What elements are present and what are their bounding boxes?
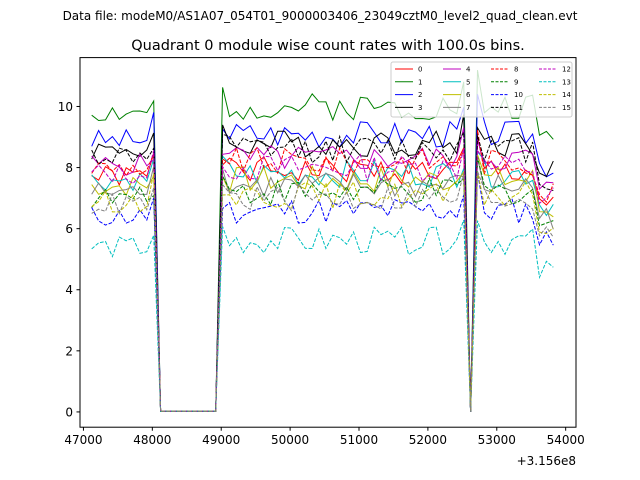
x-tick-label: 54000 xyxy=(547,433,585,447)
legend-label-15: 15 xyxy=(562,104,571,112)
legend-box xyxy=(390,61,573,118)
legend-label-9: 9 xyxy=(514,78,518,86)
legend-label-14: 14 xyxy=(562,91,571,99)
legend-label-0: 0 xyxy=(418,66,422,74)
series-line-13 xyxy=(91,219,554,412)
chart-title: Quadrant 0 module wise count rates with … xyxy=(131,38,525,54)
series-line-8 xyxy=(91,129,554,412)
series-line-14 xyxy=(91,170,554,412)
y-axis: 0 2 4 6 8 10 xyxy=(58,100,80,419)
legend-label-11: 11 xyxy=(514,104,523,112)
x-tick-label: 51000 xyxy=(340,433,378,447)
axes-frame xyxy=(79,57,577,428)
y-tick-label: 0 xyxy=(65,405,73,419)
series-line-2 xyxy=(91,94,554,412)
x-tick-label: 49000 xyxy=(202,433,240,447)
legend-label-10: 10 xyxy=(514,91,523,99)
x-tick-label: 53000 xyxy=(478,433,516,447)
legend-label-3: 3 xyxy=(418,104,422,112)
legend-label-4: 4 xyxy=(466,66,471,74)
series-line-10 xyxy=(91,172,554,412)
x-axis: 47000 48000 49000 50000 51000 52000 53000 54000 xyxy=(64,427,585,447)
legend-label-7: 7 xyxy=(466,104,470,112)
x-offset-label: +3.156e8 xyxy=(517,454,576,468)
plot-area xyxy=(91,70,554,412)
legend-label-13: 13 xyxy=(562,78,571,86)
x-tick-label: 48000 xyxy=(133,433,171,447)
x-tick-label: 50000 xyxy=(271,433,309,447)
series-line-15 xyxy=(91,171,554,412)
legend-label-12: 12 xyxy=(562,66,571,74)
y-tick-label: 2 xyxy=(65,344,73,358)
legend-label-6: 6 xyxy=(466,91,471,99)
y-tick-label: 6 xyxy=(65,222,73,236)
series-line-9 xyxy=(91,157,554,412)
y-tick-label: 8 xyxy=(65,161,73,175)
series-line-7 xyxy=(91,157,554,412)
legend-label-5: 5 xyxy=(466,78,470,86)
y-tick-label: 4 xyxy=(65,283,73,297)
legend-label-1: 1 xyxy=(418,78,422,86)
chart-suptitle: Data file: modeM0/AS1A07_054T01_90000034… xyxy=(63,9,578,23)
legend-label-8: 8 xyxy=(514,66,518,74)
x-tick-label: 47000 xyxy=(64,433,102,447)
series-line-6 xyxy=(91,154,554,412)
y-tick-label: 10 xyxy=(58,100,73,114)
legend-label-2: 2 xyxy=(418,91,422,99)
x-tick-label: 52000 xyxy=(409,433,447,447)
